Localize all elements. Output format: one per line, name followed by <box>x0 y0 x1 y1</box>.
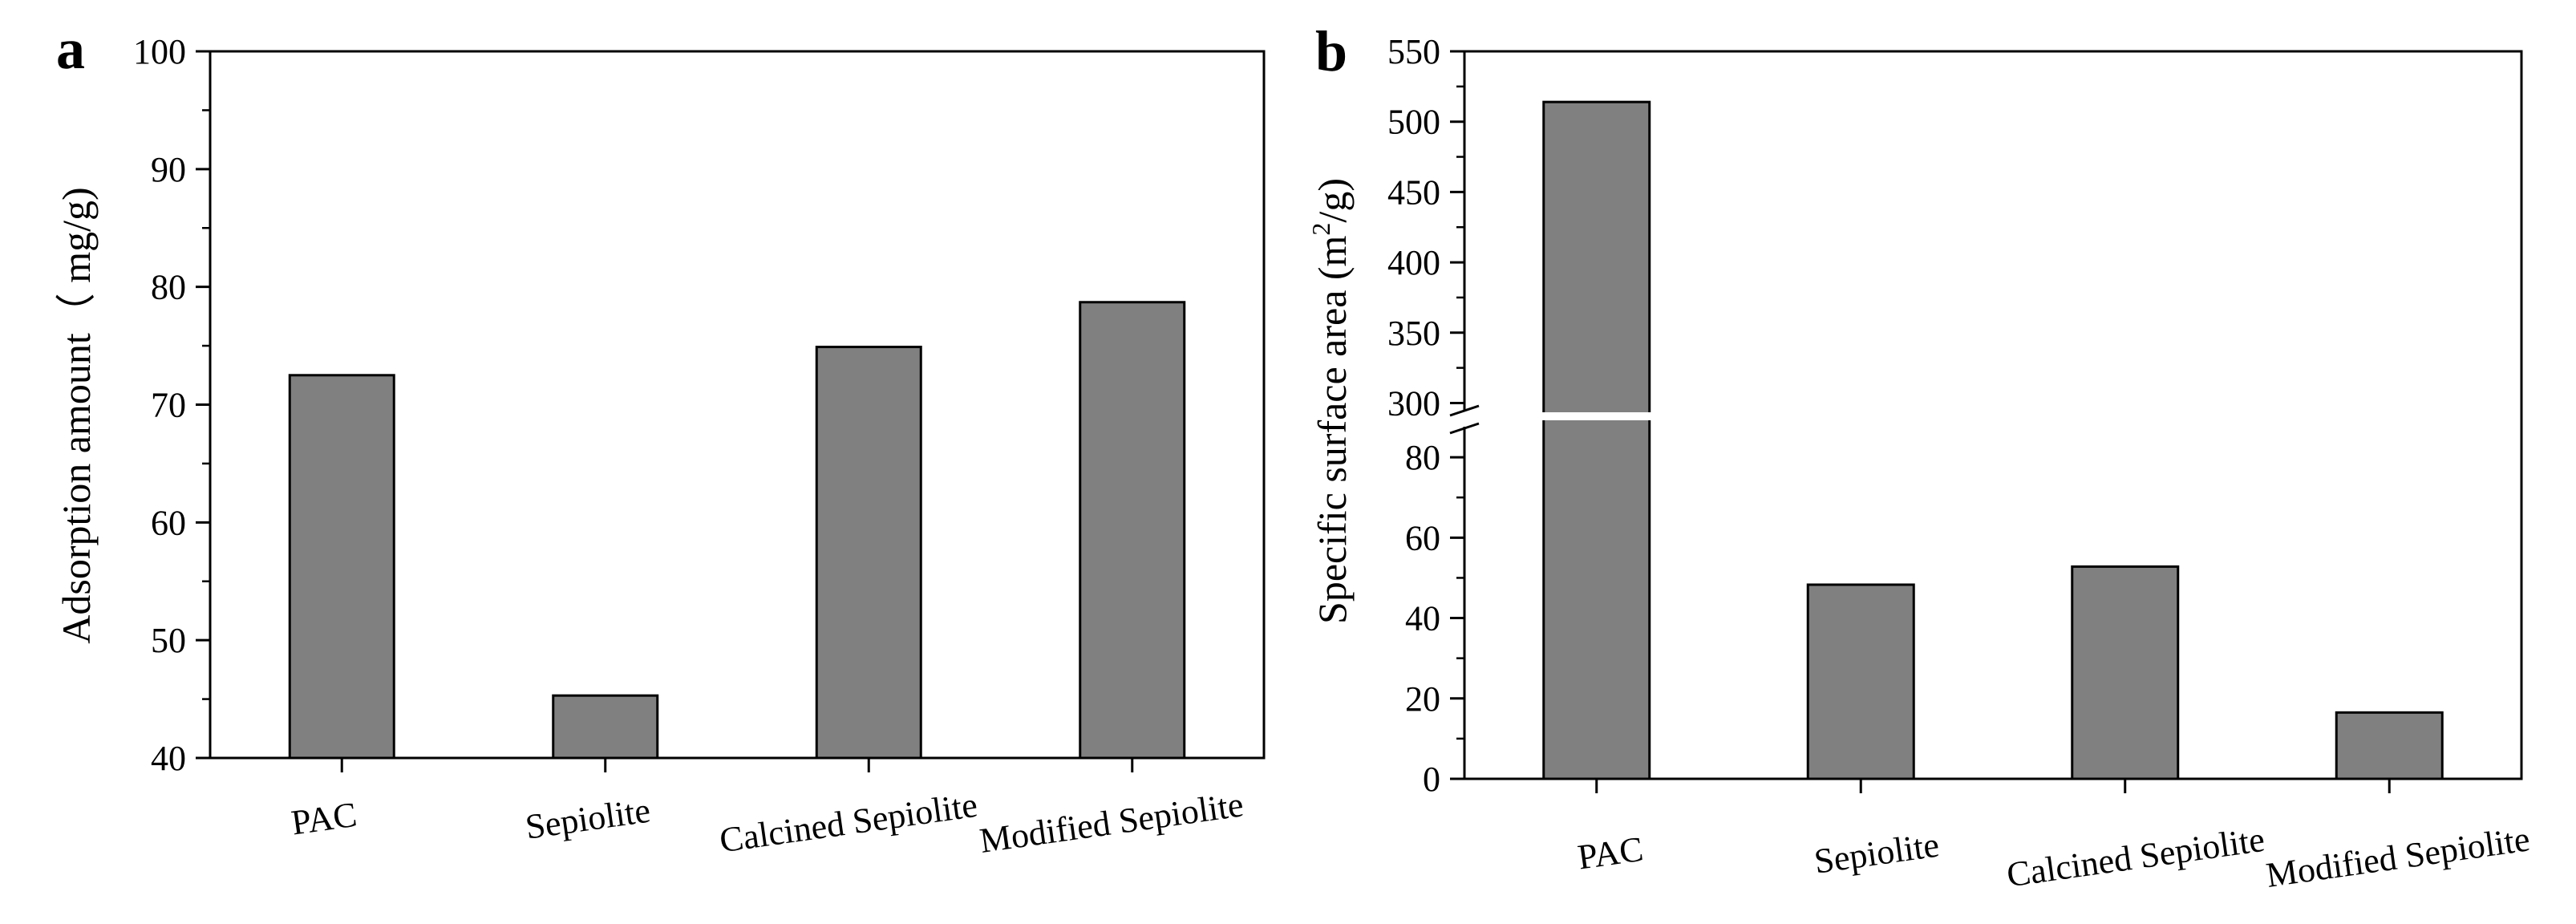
panel-a-y-tick-label-70: 70 <box>151 386 186 425</box>
panel-b-y-tick-label-20: 20 <box>1405 679 1440 719</box>
panel-b-plot-frame <box>1463 50 2523 780</box>
panel-b-y-tick-label-500: 500 <box>1387 103 1440 142</box>
panel-b-bar-break-gap <box>1540 412 1653 420</box>
panel-a-y-ticks: 40 50 60 70 80 90 100 <box>133 32 210 778</box>
panel-a-bar-pac <box>288 374 395 760</box>
panel-b: b Specific surface area (m2/g) 0 20 40 60 80… <box>1306 19 2532 895</box>
panel-b-y-axis-title-unit: /g) <box>1310 178 1355 223</box>
panel-a-y-tick-label-80: 80 <box>151 268 186 307</box>
panel-a-y-tick-label-100: 100 <box>133 32 186 71</box>
panel-b-y-axis-title-main: Specific surface area (m <box>1310 235 1355 624</box>
panel-b-y-tick-label-550: 550 <box>1387 32 1440 71</box>
panel-b-y-axis-title-superscript: 2 <box>1306 223 1335 236</box>
panel-a-x-ticks <box>340 758 1134 772</box>
panel-a-y-tick-label-50: 50 <box>151 621 186 660</box>
panel-a-bar-modified-sepiolite <box>1079 301 1186 760</box>
panel-a-bars <box>288 301 1186 760</box>
panel-a-bar-calcined-sepiolite <box>815 346 922 760</box>
panel-b-y-tick-label-40: 40 <box>1405 599 1440 638</box>
panel-b-bar-calcined-sepiolite <box>2071 565 2180 780</box>
panel-b-bar-pac <box>1542 100 1651 780</box>
panel-b-y-tick-label-0: 0 <box>1423 760 1440 799</box>
panel-b-category-label-calcined-sepiolite: Calcined Sepiolite <box>2004 820 2266 895</box>
panel-b-y-tick-label-450: 450 <box>1387 172 1440 212</box>
panel-b-category-label-pac: PAC <box>1575 829 1646 877</box>
panel-a-category-label-pac: PAC <box>289 795 359 843</box>
panel-b-bars <box>1540 100 2444 780</box>
panel-b-category-label-sepiolite: Sepiolite <box>1812 825 1942 881</box>
panel-b-break-gap <box>1458 411 1472 427</box>
panel-a-category-label-calcined-sepiolite: Calcined Sepiolite <box>717 785 979 861</box>
panel-b-y-ticks: 0 20 40 60 80 300 350 400 450 500 550 <box>1387 32 1464 799</box>
panel-b-x-ticks <box>1595 779 2391 793</box>
panel-a: a Adsorption amount（ mg/g) 40 50 60 70 80 90 1… <box>54 17 1266 861</box>
panel-a-bar-sepiolite <box>552 694 659 760</box>
panel-b-letter: b <box>1315 19 1347 83</box>
panel-b-bar-sepiolite <box>1806 583 1915 780</box>
panel-b-category-label-modified-sepiolite: Modified Sepiolite <box>2264 819 2533 895</box>
panel-b-y-axis-title: Specific surface area (m2/g) <box>1306 178 1355 624</box>
panel-a-y-tick-label-60: 60 <box>151 503 186 542</box>
panel-b-y-tick-label-60: 60 <box>1405 518 1440 557</box>
panel-a-y-axis-title: Adsorption amount（ mg/g) <box>54 187 99 643</box>
panel-b-axis-break-mark <box>1449 404 1480 435</box>
panel-a-letter: a <box>56 17 85 81</box>
panel-a-y-tick-label-90: 90 <box>151 150 186 189</box>
panel-a-category-label-sepiolite: Sepiolite <box>523 790 653 846</box>
panel-b-bar-modified-sepiolite <box>2335 711 2444 780</box>
panel-b-y-tick-label-80: 80 <box>1405 438 1440 477</box>
panel-a-y-tick-label-40: 40 <box>151 739 186 778</box>
panel-b-y-tick-label-400: 400 <box>1387 243 1440 282</box>
panel-a-category-label-modified-sepiolite: Modified Sepiolite <box>978 784 1246 861</box>
panel-b-y-tick-label-350: 350 <box>1387 314 1440 353</box>
panel-a-plot-frame <box>209 50 1266 760</box>
panel-b-y-tick-label-300: 300 <box>1387 383 1440 423</box>
